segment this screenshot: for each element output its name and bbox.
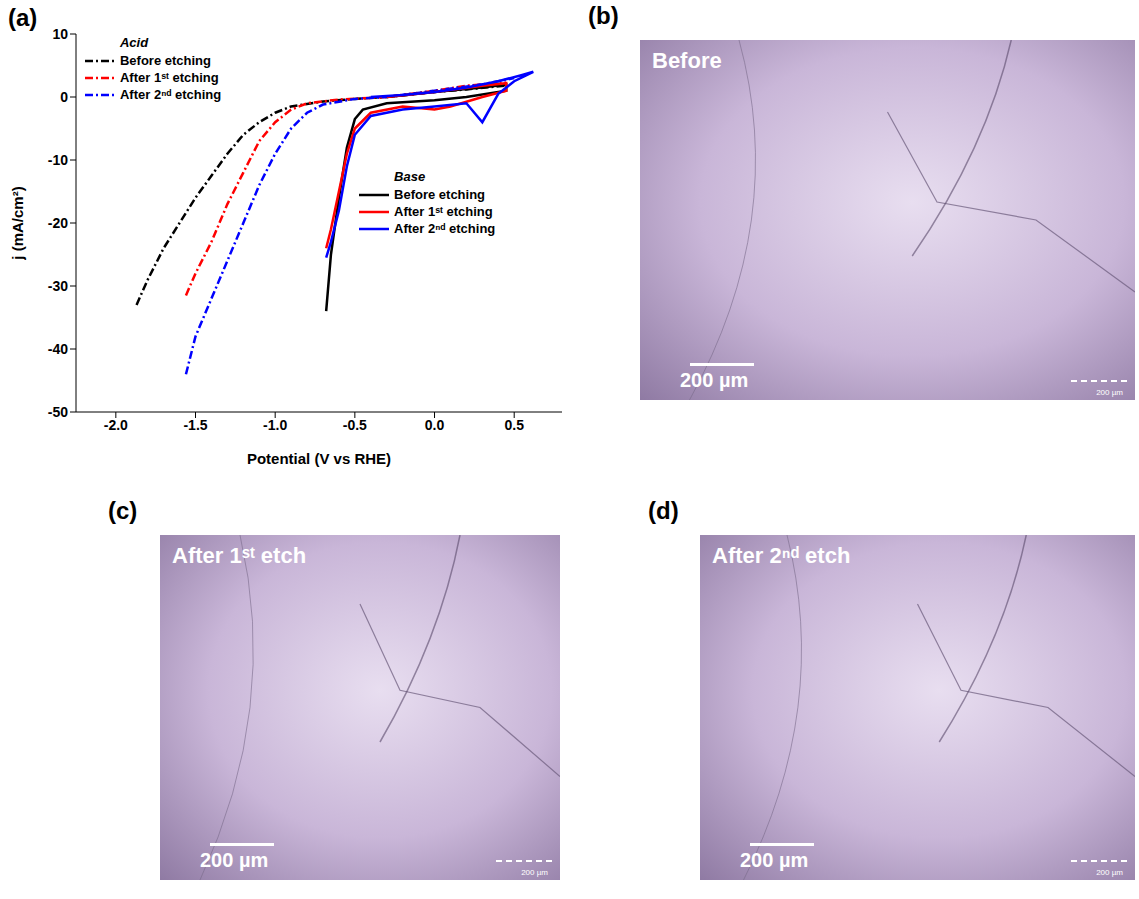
html-text:After 1ˢᵗ etch: After 1ˢᵗ etch <box>172 543 307 568</box>
html-text:(a): (a) <box>8 4 38 31</box>
svg-text:-1.5: -1.5 <box>183 417 207 433</box>
html-text:After 2ⁿᵈ etching: After 2ⁿᵈ etching <box>120 87 222 103</box>
svg-text:0.0: 0.0 <box>425 417 445 433</box>
html-text:(c): (c) <box>108 497 138 524</box>
svg-text:0: 0 <box>60 89 68 105</box>
html-text:200 µm: 200 µm <box>1096 868 1123 877</box>
html-text:Base: Base <box>394 169 426 185</box>
svg-text:-1.0: -1.0 <box>263 417 287 433</box>
svg-text:j (mA/cm²): j (mA/cm²) <box>9 186 26 260</box>
html-text:200 µm: 200 µm <box>1096 388 1123 397</box>
svg-text:-30: -30 <box>48 278 68 294</box>
html-text:200 µm: 200 µm <box>200 849 269 871</box>
html-text:After 1ˢᵗ etching: After 1ˢᵗ etching <box>394 204 493 220</box>
html-text:(b): (b) <box>588 2 619 29</box>
svg-text:-10: -10 <box>48 152 68 168</box>
html-text:Acid: Acid <box>120 35 149 51</box>
html-text:Before etching: Before etching <box>120 53 211 69</box>
html-text:After 1ˢᵗ etching: After 1ˢᵗ etching <box>120 70 219 86</box>
svg-text:-40: -40 <box>48 341 68 357</box>
svg-text:-20: -20 <box>48 215 68 231</box>
svg-text:10: 10 <box>52 26 68 42</box>
html-text:200 µm: 200 µm <box>680 369 749 391</box>
html-text:Before: Before <box>652 48 722 73</box>
html-text:Before etching: Before etching <box>394 187 485 203</box>
html-text:(d): (d) <box>648 497 679 524</box>
svg-text:0.5: 0.5 <box>504 417 524 433</box>
svg-text:-50: -50 <box>48 404 68 420</box>
svg-text:-2.0: -2.0 <box>104 417 128 433</box>
svg-text:Potential (V vs RHE): Potential (V vs RHE) <box>247 450 391 467</box>
html-text:After 2ⁿᵈ etching: After 2ⁿᵈ etching <box>394 221 496 237</box>
html-text:After 2ⁿᵈ etch: After 2ⁿᵈ etch <box>712 543 851 568</box>
svg-text:-0.5: -0.5 <box>343 417 367 433</box>
html-text:200 µm: 200 µm <box>740 849 809 871</box>
html-text:200 µm: 200 µm <box>521 868 548 877</box>
